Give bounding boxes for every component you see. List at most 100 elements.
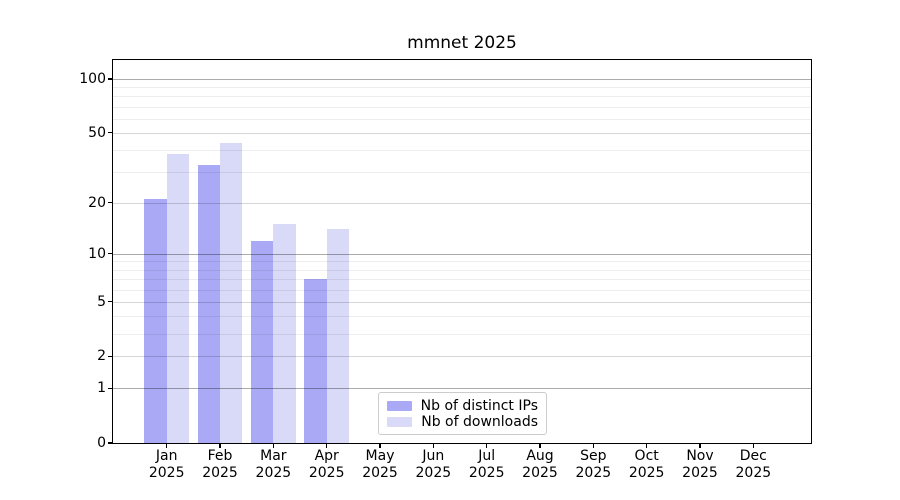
x-tick-label-jan: Jan 2025 bbox=[137, 448, 197, 481]
gridline-mid-5 bbox=[113, 301, 811, 303]
x-tick-month: Sep bbox=[580, 448, 607, 464]
bar-feb-downloads bbox=[220, 142, 243, 443]
gridline-mid-50 bbox=[113, 132, 811, 134]
x-tick-month: Nov bbox=[686, 448, 714, 464]
x-tick-mark-mar bbox=[272, 444, 274, 449]
y-tick-mark-2 bbox=[108, 355, 113, 357]
legend-item-distinct-ips: Nb of distinct IPs bbox=[387, 398, 538, 414]
y-tick-label-0: 0 bbox=[97, 435, 106, 451]
x-tick-month: Aug bbox=[526, 448, 554, 464]
gridline-minor-3 bbox=[113, 333, 811, 335]
bar-jan-downloads bbox=[166, 154, 189, 443]
x-tick-label-aug: Aug 2025 bbox=[510, 448, 570, 481]
bar-mar-downloads bbox=[273, 224, 296, 443]
gridline-minor-70 bbox=[113, 106, 811, 108]
x-tick-label-mar: Mar 2025 bbox=[243, 448, 303, 481]
x-tick-month: May bbox=[365, 448, 395, 464]
gridline-minor-6 bbox=[113, 289, 811, 291]
x-tick-label-may: May 2025 bbox=[350, 448, 410, 481]
y-tick-mark-20 bbox=[108, 202, 113, 204]
plot-frame bbox=[111, 58, 812, 444]
legend-label-distinct-ips: Nb of distinct IPs bbox=[420, 398, 538, 414]
x-tick-month: Apr bbox=[314, 448, 339, 464]
y-tick-label-2: 2 bbox=[97, 348, 106, 365]
bar-apr-downloads bbox=[326, 229, 349, 443]
bar-mar-distinct-ips bbox=[251, 240, 274, 443]
gridline-minor-8 bbox=[113, 269, 811, 271]
x-tick-mark-dec bbox=[752, 444, 754, 449]
y-tick-label-20: 20 bbox=[88, 194, 106, 211]
bar-feb-distinct-ips bbox=[197, 164, 221, 443]
x-tick-label-oct: Oct 2025 bbox=[617, 448, 677, 481]
x-tick-mark-feb bbox=[219, 444, 221, 449]
bar-apr-distinct-ips bbox=[304, 279, 327, 443]
gridline-decade-100 bbox=[113, 79, 811, 80]
x-tick-label-nov: Nov 2025 bbox=[670, 448, 730, 481]
x-tick-month: Jan bbox=[155, 448, 178, 464]
x-tick-year: 2025 bbox=[735, 464, 772, 481]
gridline-minor-80 bbox=[113, 96, 811, 98]
x-tick-label-jun: Jun 2025 bbox=[403, 448, 463, 481]
x-tick-year: 2025 bbox=[468, 464, 505, 481]
y-tick-label-50: 50 bbox=[88, 124, 106, 141]
x-tick-month: Dec bbox=[739, 448, 767, 464]
gridline-mid-2 bbox=[113, 356, 811, 358]
y-tick-mark-0 bbox=[108, 442, 113, 444]
y-tick-mark-5 bbox=[108, 301, 113, 303]
x-tick-label-dec: Dec 2025 bbox=[723, 448, 783, 481]
y-tick-mark-1 bbox=[108, 387, 113, 389]
gridline-decade-10 bbox=[113, 253, 811, 255]
x-tick-label-feb: Feb 2025 bbox=[190, 448, 250, 481]
x-tick-year: 2025 bbox=[575, 464, 612, 481]
x-tick-mark-aug bbox=[539, 444, 541, 449]
gridline-decade-1 bbox=[113, 388, 811, 390]
bar-jan-distinct-ips bbox=[144, 199, 167, 443]
y-tick-label-5: 5 bbox=[97, 293, 106, 310]
x-tick-year: 2025 bbox=[362, 464, 398, 481]
gridline-minor-40 bbox=[113, 150, 811, 152]
x-tick-mark-apr bbox=[326, 444, 328, 449]
x-tick-mark-jun bbox=[432, 444, 434, 449]
x-tick-year: 2025 bbox=[682, 464, 718, 481]
legend-swatch-distinct-ips bbox=[387, 401, 412, 411]
x-tick-mark-jul bbox=[486, 444, 488, 449]
x-tick-label-apr: Apr 2025 bbox=[297, 448, 357, 481]
legend-swatch-downloads bbox=[387, 417, 413, 427]
x-tick-month: Feb bbox=[207, 448, 233, 464]
x-tick-year: 2025 bbox=[415, 464, 452, 481]
legend: Nb of distinct IPs Nb of downloads bbox=[378, 392, 547, 435]
x-tick-mark-may bbox=[379, 444, 381, 449]
y-tick-mark-100 bbox=[108, 78, 113, 80]
y-tick-label-100: 100 bbox=[79, 71, 106, 87]
x-tick-year: 2025 bbox=[202, 464, 238, 481]
x-tick-mark-jan bbox=[166, 444, 168, 449]
gridline-minor-30 bbox=[113, 172, 811, 174]
x-tick-label-sep: Sep 2025 bbox=[563, 448, 623, 481]
y-tick-mark-10 bbox=[108, 253, 113, 255]
gridline-minor-9 bbox=[113, 261, 811, 263]
x-tick-month: Mar bbox=[260, 448, 287, 464]
gridline-minor-7 bbox=[113, 278, 811, 280]
x-tick-year: 2025 bbox=[628, 464, 665, 481]
y-tick-label-10: 10 bbox=[88, 245, 106, 262]
x-tick-mark-nov bbox=[699, 444, 701, 449]
x-tick-month: Jul bbox=[478, 448, 496, 464]
y-tick-label-1: 1 bbox=[97, 380, 106, 397]
x-tick-year: 2025 bbox=[148, 464, 185, 481]
gridline-mid-20 bbox=[113, 202, 811, 204]
legend-item-downloads: Nb of downloads bbox=[387, 414, 538, 430]
x-tick-year: 2025 bbox=[308, 464, 345, 481]
plot-area: Nb of distinct IPs Nb of downloads bbox=[113, 60, 811, 443]
x-tick-month: Oct bbox=[634, 448, 659, 464]
gridline-minor-60 bbox=[113, 118, 811, 120]
gridline-minor-90 bbox=[113, 87, 811, 89]
x-tick-mark-sep bbox=[592, 444, 594, 449]
x-tick-year: 2025 bbox=[522, 464, 558, 481]
x-tick-label-jul: Jul 2025 bbox=[457, 448, 517, 481]
x-tick-month: Jun bbox=[422, 448, 445, 464]
y-tick-mark-50 bbox=[108, 132, 113, 134]
legend-label-downloads: Nb of downloads bbox=[421, 414, 538, 430]
x-tick-year: 2025 bbox=[255, 464, 292, 481]
chart-title: mmnet 2025 bbox=[407, 33, 517, 53]
